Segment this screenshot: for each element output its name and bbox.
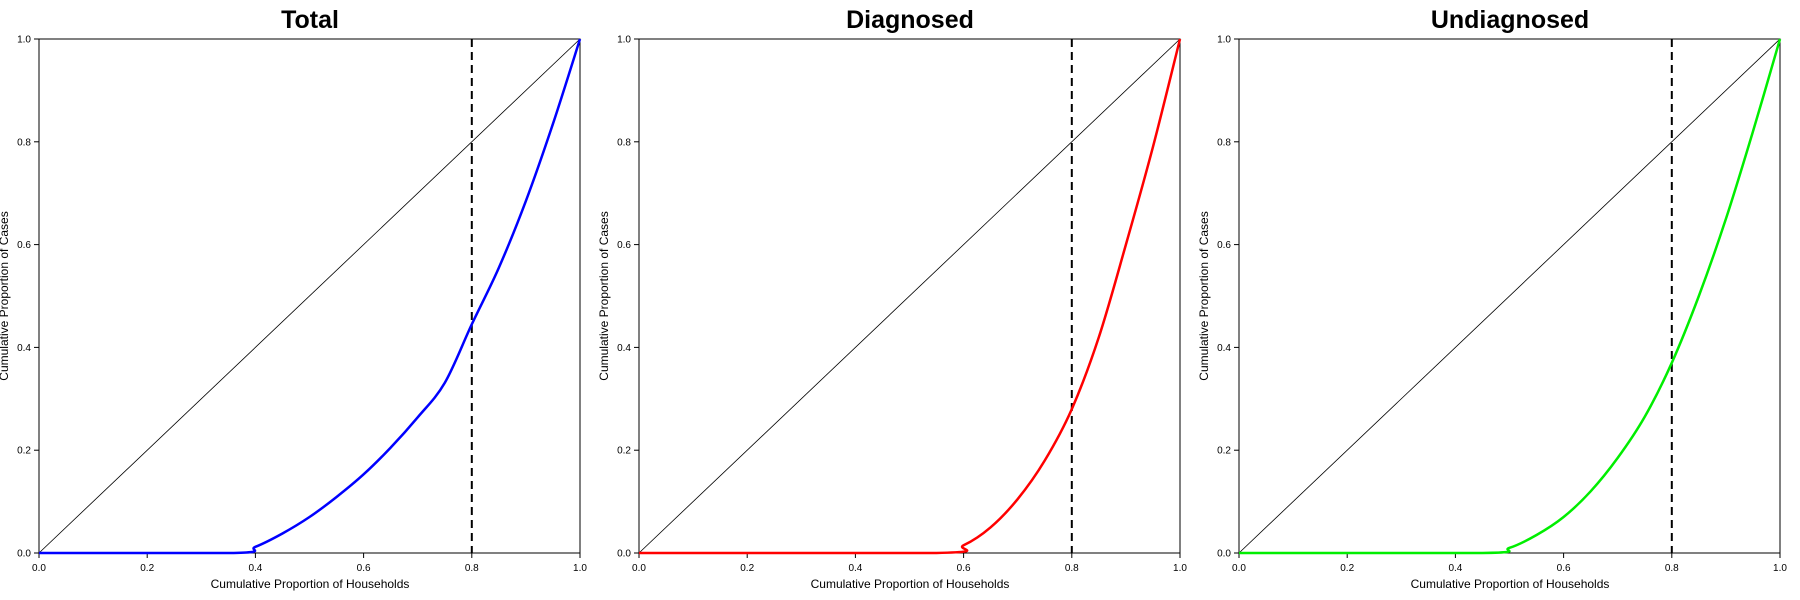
x-tick-label: 0.8 [1665,563,1679,574]
x-axis-title: Cumulative Proportion of Households [211,577,410,591]
y-axis-title: Cumulative Proportion of Cases [1197,211,1211,380]
x-tick-label: 0.4 [1448,563,1462,574]
y-tick-label: 0.4 [1217,343,1231,354]
chart-title: Undiagnosed [1431,6,1589,34]
y-tick-label: 1.0 [17,35,31,46]
equality-line [38,38,581,554]
x-tick-label: 0.6 [357,563,371,574]
x-tick-label: 0.4 [248,563,262,574]
y-tick-label: 0.4 [17,343,31,354]
y-axis-title: Cumulative Proportion of Cases [0,211,11,380]
x-tick-label: 0.2 [140,563,154,574]
panel-total: Total Cumulative Proportion of Household… [0,6,587,591]
x-tick-label: 0.8 [1065,563,1079,574]
y-tick-label: 0.6 [17,240,31,251]
series-curve [1239,38,1782,555]
y-tick-label: 0.8 [617,137,631,148]
plot-frame [1238,38,1781,554]
y-tick-label: 0.2 [17,446,31,457]
panel-undiagnosed: Undiagnosed Cumulative Proportion of Hou… [1197,6,1787,591]
y-tick-label: 1.0 [1217,35,1231,46]
y-tick-label: 0.0 [17,549,31,560]
x-tick-label: 0.4 [848,563,862,574]
y-tick-label: 0.2 [617,446,631,457]
x-tick-label: 1.0 [1773,563,1787,574]
x-tick-label: 0.6 [1557,563,1571,574]
x-tick-label: 0.0 [1232,563,1246,574]
series-curve [39,38,582,555]
y-tick-label: 0.2 [1217,446,1231,457]
x-tick-label: 0.8 [465,563,479,574]
chart-title: Total [281,6,339,34]
x-tick-label: 1.0 [573,563,587,574]
x-tick-label: 1.0 [1173,563,1187,574]
y-tick-label: 0.8 [1217,137,1231,148]
panel-diagnosed: Diagnosed Cumulative Proportion of House… [597,6,1187,591]
y-tick-label: 0.0 [1217,549,1231,560]
series-curve [639,38,1182,555]
plot-frame [38,38,581,554]
y-tick-label: 1.0 [617,35,631,46]
equality-line [638,38,1181,554]
y-tick-label: 0.0 [617,549,631,560]
y-axis-title: Cumulative Proportion of Cases [597,211,611,380]
y-tick-label: 0.8 [17,137,31,148]
x-tick-label: 0.2 [740,563,754,574]
equality-line [1238,38,1781,554]
x-axis-title: Cumulative Proportion of Households [811,577,1010,591]
x-tick-label: 0.2 [1340,563,1354,574]
y-tick-label: 0.6 [617,240,631,251]
y-tick-label: 0.6 [1217,240,1231,251]
x-tick-label: 0.0 [632,563,646,574]
x-tick-label: 0.6 [957,563,971,574]
y-tick-label: 0.4 [617,343,631,354]
x-axis-title: Cumulative Proportion of Households [1411,577,1610,591]
x-tick-label: 0.0 [32,563,46,574]
chart-title: Diagnosed [846,6,974,34]
